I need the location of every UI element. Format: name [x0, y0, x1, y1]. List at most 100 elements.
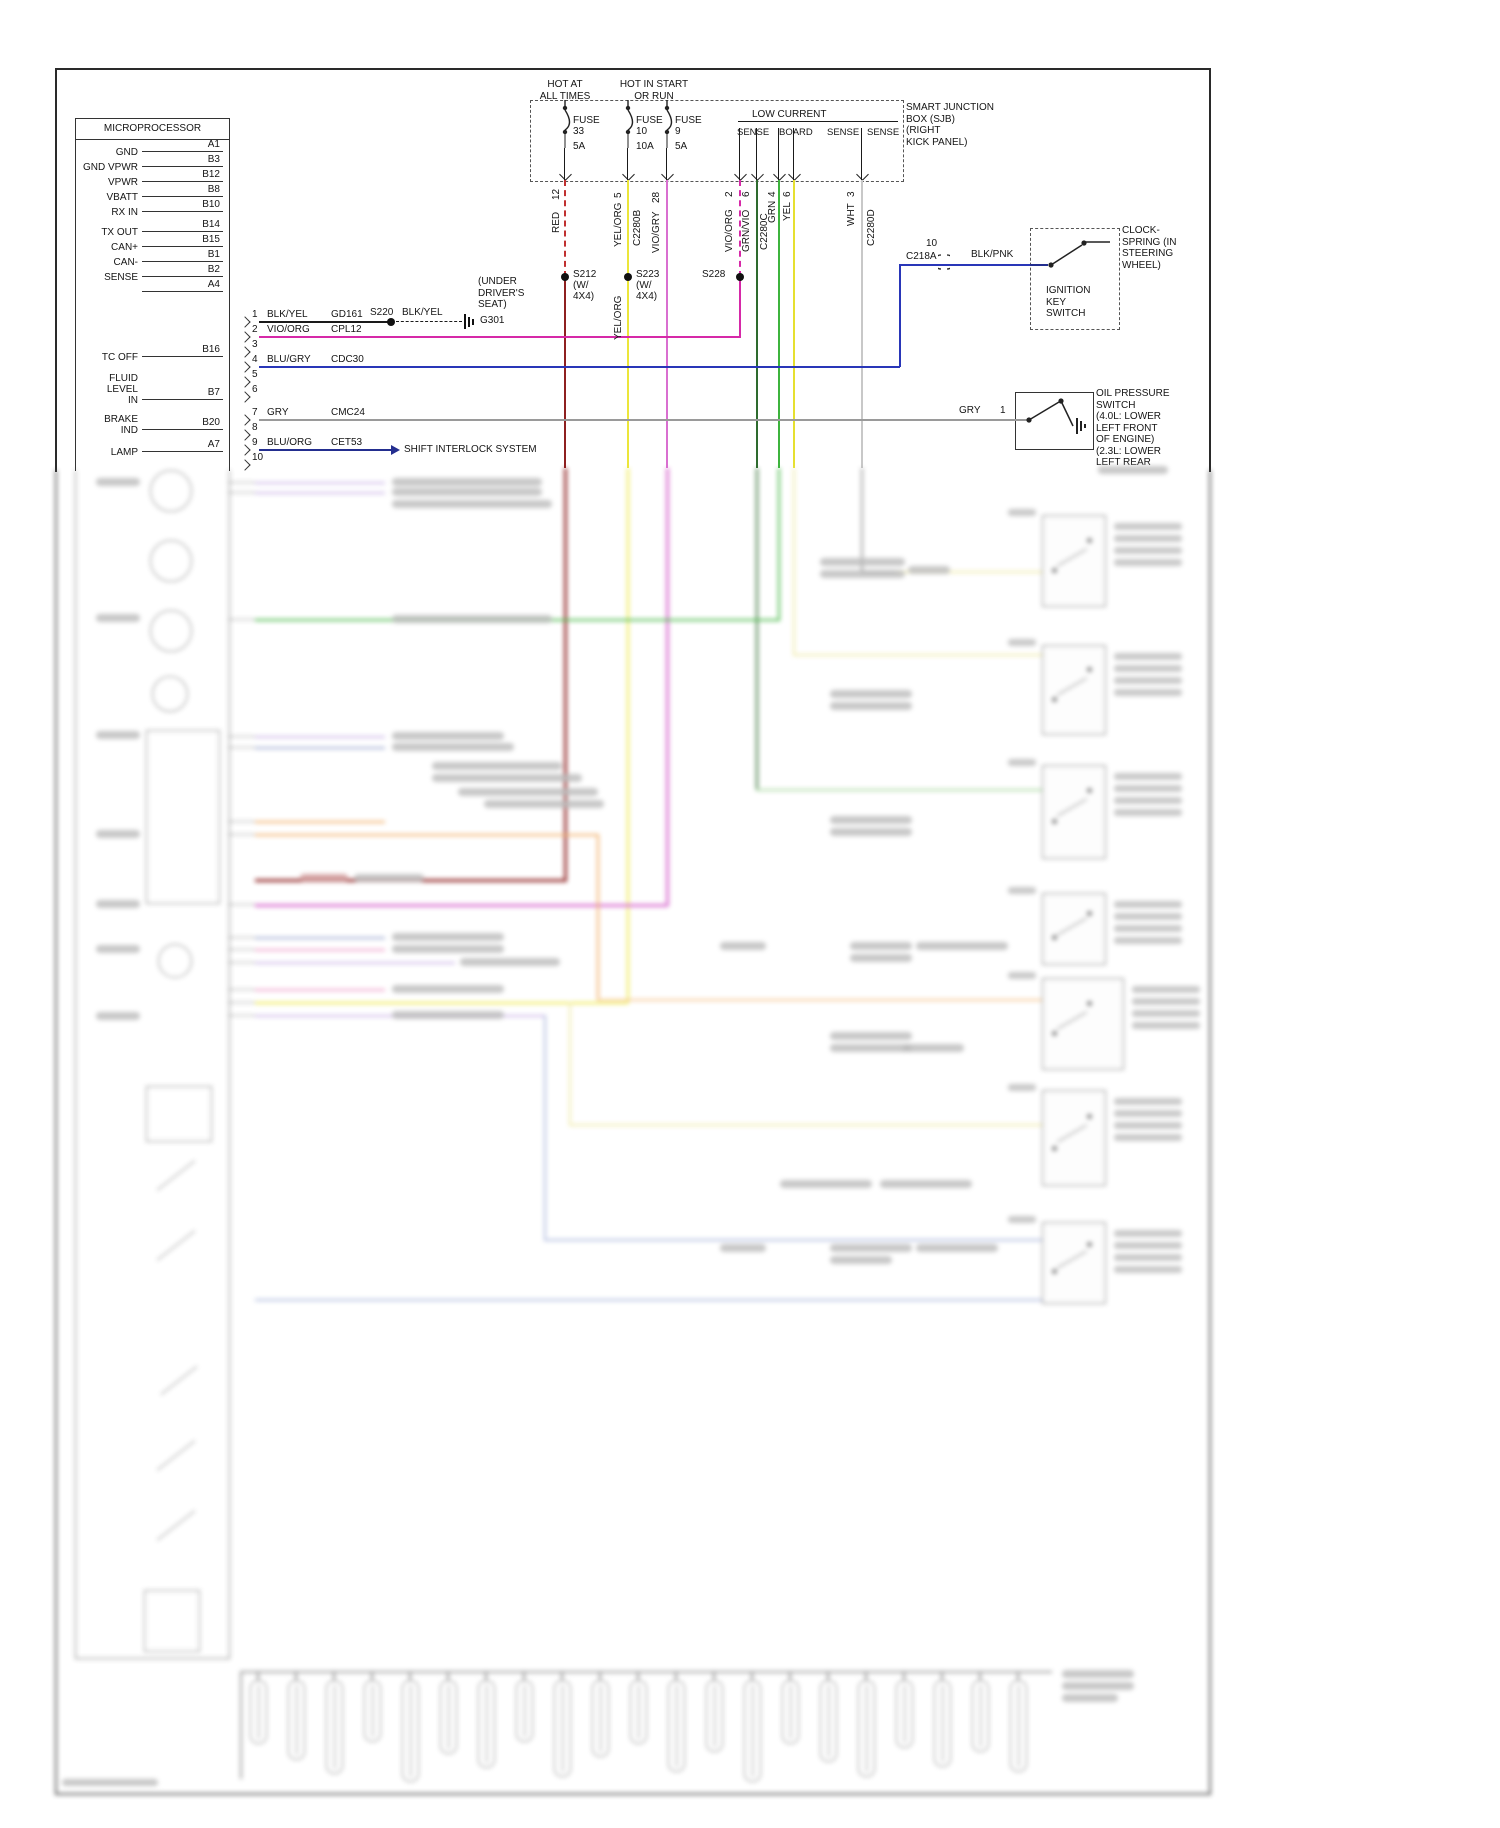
blurred-text [392, 732, 504, 740]
pin-number: A7 [207, 439, 220, 450]
fuse-rating: 5A [573, 141, 586, 152]
blurred-label [1114, 689, 1182, 696]
switch-contact-icon [1087, 537, 1092, 543]
blurred-wire-segment [793, 654, 1042, 656]
blurred-module-icon [146, 1086, 212, 1142]
switch-blade-icon [1057, 1011, 1087, 1029]
inline-connector-icon [938, 254, 950, 270]
microprocessor-title: MICROPROCESSOR [103, 123, 202, 134]
blurred-wire-segment [597, 999, 1042, 1001]
blurred-component-box [1008, 1216, 1182, 1304]
wire-segment [756, 128, 757, 180]
diagram-frame-top [55, 68, 1211, 472]
switch-contact-icon [1052, 697, 1057, 703]
fuse-icon [664, 100, 673, 148]
connector-pin-number: 6 [252, 384, 258, 395]
blurred-wire-segment [255, 989, 385, 991]
pin-number: B2 [207, 264, 220, 275]
hot-at-all-times-label: HOT AT ALL TIMES [539, 79, 591, 102]
pin-label: VBATT [106, 192, 138, 203]
oil-switch-pin-label: 1 [1000, 405, 1006, 416]
wire-segment [738, 121, 898, 122]
blurred-label [1114, 535, 1182, 542]
blurred-component-box [1008, 1084, 1182, 1186]
blurred-text [432, 762, 562, 770]
pin-label: TX OUT [101, 227, 138, 238]
blurred-connector-pin [858, 1672, 875, 1777]
blurred-connector-label [1008, 887, 1036, 894]
sjb-bus-label: SENSE [866, 127, 901, 138]
connector-pin-number: 9 [252, 437, 258, 448]
fuse-icon [562, 100, 571, 148]
blurred-text [392, 615, 552, 623]
blk-pnk-wire-label: BLK/PNK [971, 249, 1014, 260]
blurred-wire-segment [255, 821, 385, 823]
blurred-wire-segment [228, 1015, 255, 1016]
hot-in-start-label: HOT IN START OR RUN [619, 79, 689, 102]
blurred-component-box [1008, 639, 1182, 735]
wire-segment [739, 128, 740, 180]
fuse-icon [625, 100, 634, 148]
blurred-label [1132, 1022, 1200, 1029]
row1-wire-color-label: BLK/YEL [402, 307, 443, 318]
blurred-text [392, 500, 552, 508]
blurred-text [830, 1032, 912, 1040]
blurred-text [484, 800, 604, 808]
component-outline [1042, 1090, 1106, 1186]
blurred-text [458, 788, 598, 796]
blurred-label [1114, 925, 1182, 932]
blurred-text [830, 828, 912, 836]
wire-segment [756, 180, 758, 468]
blurred-text [354, 874, 424, 882]
blurred-gauge-icon [152, 676, 188, 712]
blurred-text [830, 702, 912, 710]
blurred-text [96, 1012, 140, 1020]
clockspring-box [1030, 228, 1120, 330]
wire-segment [564, 148, 565, 180]
blurred-text [96, 731, 140, 739]
blurred-text [1062, 1694, 1118, 1702]
blurred-connector-label [1008, 972, 1036, 979]
pin-label: BRAKE IND [104, 414, 138, 436]
blurred-text [850, 942, 912, 950]
microprocessor-title-divider [76, 139, 229, 140]
blurred-wire-segment [564, 468, 567, 880]
wire-segment [778, 128, 779, 180]
connector-pin-number: 4 [252, 354, 258, 365]
pin-line [142, 291, 223, 292]
splice-dot-icon [736, 273, 744, 281]
pin-number: B7 [207, 387, 220, 398]
wire-segment [627, 180, 629, 468]
fuse-symbol: FUSE 10 10A [619, 100, 663, 152]
blurred-label [1114, 1242, 1182, 1249]
pin-number: B14 [202, 219, 220, 230]
pin-line [142, 451, 223, 452]
switch-blade-icon [1057, 548, 1087, 566]
ground-icon [472, 319, 474, 325]
fuse-symbol: FUSE 9 5A [658, 100, 702, 152]
component-outline [1042, 765, 1106, 859]
blurred-wire-segment [778, 468, 780, 621]
blurred-label [1114, 665, 1182, 672]
pin-label: FLUID LEVEL IN [106, 373, 138, 406]
pin-number: B12 [202, 169, 220, 180]
fuse-name: FUSE 33 [573, 115, 600, 137]
wire-segment [627, 148, 628, 180]
switch-contact-icon [1087, 910, 1092, 916]
wire-segment [259, 449, 391, 451]
blurred-label [1114, 937, 1182, 944]
blurred-connector-label [1008, 1216, 1036, 1223]
wire-segment [899, 265, 901, 367]
switch-contact-icon [1087, 1000, 1092, 1006]
switch-contact-icon [1087, 1113, 1092, 1119]
connector-pin-number: 10 [252, 452, 264, 463]
blurred-connector-label [1008, 639, 1036, 646]
sjb-bus-label: SENSE [826, 127, 861, 138]
blurred-connector-pin [440, 1672, 457, 1754]
blurred-connector-pin [402, 1672, 419, 1782]
blurred-connector-pin [554, 1672, 571, 1777]
blurred-text [392, 743, 514, 751]
pin-label: TC OFF [101, 352, 138, 363]
switch-contact-icon [1052, 819, 1057, 825]
blurred-wire-segment [756, 789, 1042, 791]
